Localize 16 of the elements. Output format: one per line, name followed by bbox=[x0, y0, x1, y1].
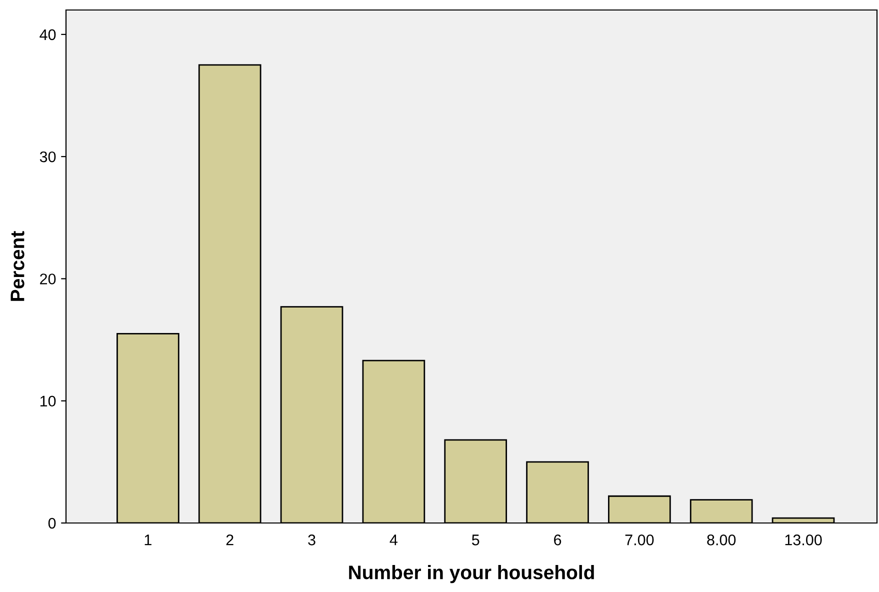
x-axis-title: Number in your household bbox=[349, 565, 594, 584]
x-tick-label: 8.00 bbox=[707, 534, 736, 546]
x-tick-label: 5 bbox=[472, 534, 480, 546]
y-tick-label: 40 bbox=[40, 29, 56, 40]
y-tick-label: 10 bbox=[40, 396, 56, 407]
y-tick-label: 30 bbox=[40, 151, 56, 162]
x-tick-label: 1 bbox=[144, 534, 152, 546]
y-tick-label: 20 bbox=[40, 274, 56, 284]
x-tick-label: 13.00 bbox=[785, 534, 822, 546]
x-tick-label: 2 bbox=[226, 534, 234, 546]
x-tick-label: 7.00 bbox=[625, 534, 654, 546]
x-tick-label: 4 bbox=[390, 534, 398, 546]
y-axis-title: Percent bbox=[10, 231, 24, 301]
x-tick-label: 3 bbox=[308, 534, 316, 546]
y-tick-label: 0 bbox=[48, 518, 56, 529]
x-tick-label: 6 bbox=[554, 534, 562, 546]
